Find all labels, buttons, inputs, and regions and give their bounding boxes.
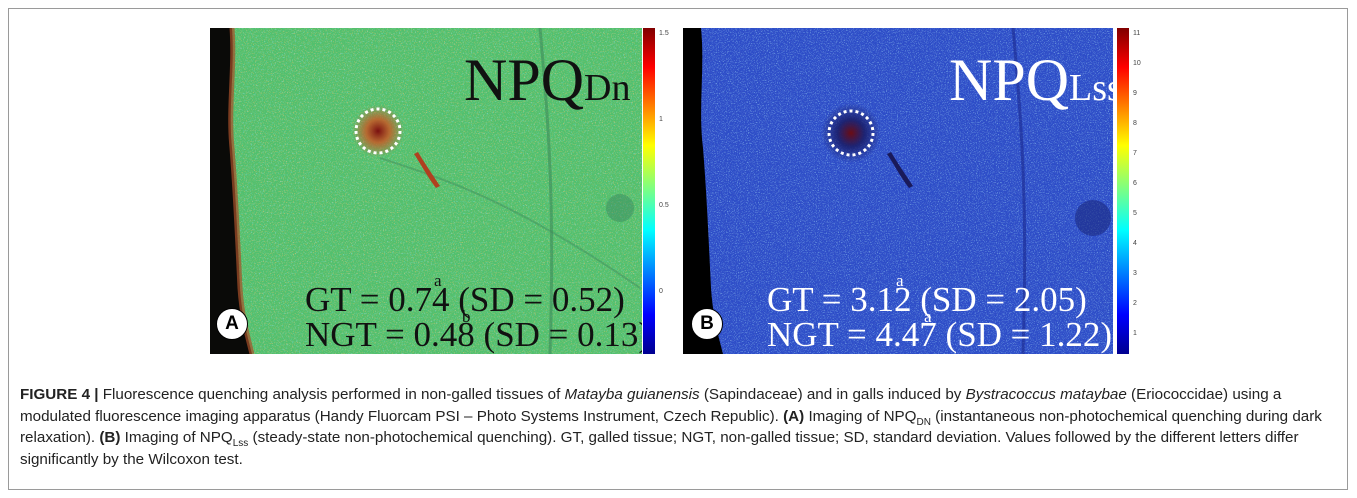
- panel-b-colorbar-tick: 8: [1133, 120, 1137, 127]
- panel-a-image: NPQDn GT = 0.74 (SD = 0.52) a NGT = 0.48…: [210, 28, 642, 354]
- panel-a-label: A: [216, 308, 248, 340]
- panel-b-gt-letter: a: [896, 271, 904, 290]
- panel-a-ngt-stat: NGT = 0.48 (SD = 0.13): [305, 315, 642, 354]
- panel-a-colorbar-gradient: [643, 28, 655, 354]
- panel-b-colorbar-tick: 3: [1133, 270, 1137, 277]
- panel-b-colorbar-tick: 6: [1133, 180, 1137, 187]
- panel-b-colorbar-tick: 7: [1133, 150, 1137, 157]
- panel-a-ngt-letter: b: [462, 307, 471, 326]
- panel-b-colorbar-tick: 5: [1133, 210, 1137, 217]
- panel-b-fluorescence-map: [683, 28, 1113, 354]
- panel-b-gt-stat: GT = 3.12 (SD = 2.05): [767, 280, 1087, 319]
- figure-frame: [8, 8, 1348, 490]
- figure-label: FIGURE 4 |: [20, 386, 99, 403]
- panel-b-ngt-stat: NGT = 4.47 (SD = 1.22): [767, 315, 1113, 354]
- panel-b-colorbar-tick: 9: [1133, 90, 1137, 97]
- panel-b-title: NPQLss: [949, 47, 1113, 113]
- panel-b-colorbar-gradient: [1117, 28, 1129, 354]
- panel-a-fluorescence-map: [210, 28, 642, 354]
- panel-b-ngt-letter: a: [924, 307, 932, 326]
- panel-a-gt-letter: a: [434, 271, 442, 290]
- panel-b-label: B: [691, 308, 723, 340]
- panel-a-colorbar-tick: 1: [659, 116, 663, 123]
- species-name: Bystracoccus mataybae: [965, 386, 1127, 403]
- panel-ref-b: (B): [99, 429, 121, 446]
- panel-b-colorbar: 11 10 9 8 7 6 5 4 3 2 1: [1116, 28, 1146, 354]
- panel-ref-a: (A): [783, 407, 805, 425]
- panel-b-colorbar-tick: 11: [1133, 30, 1141, 37]
- figure-caption: FIGURE 4 | Fluorescence quenching analys…: [20, 386, 1322, 468]
- species-name: Matayba guianensis: [564, 386, 700, 403]
- panel-a-colorbar-tick: 0: [659, 288, 663, 295]
- panel-a-gt-stat: GT = 0.74 (SD = 0.52): [305, 280, 625, 319]
- panel-b-colorbar-tick: 10: [1133, 60, 1141, 67]
- panel-b-colorbar-tick: 1: [1133, 330, 1137, 337]
- panel-b-colorbar-tick: 4: [1133, 240, 1137, 247]
- panel-a-title: NPQDn: [464, 47, 631, 113]
- panel-a-colorbar-tick: 0.5: [659, 202, 669, 209]
- panel-a-colorbar-tick: 1.5: [659, 30, 669, 37]
- panel-b-colorbar-tick: 2: [1133, 300, 1137, 307]
- panel-a-colorbar: 1.5 1 0.5 0: [642, 28, 672, 354]
- panel-b-image: NPQLss GT = 3.12 (SD = 2.05) a NGT = 4.4…: [683, 28, 1113, 354]
